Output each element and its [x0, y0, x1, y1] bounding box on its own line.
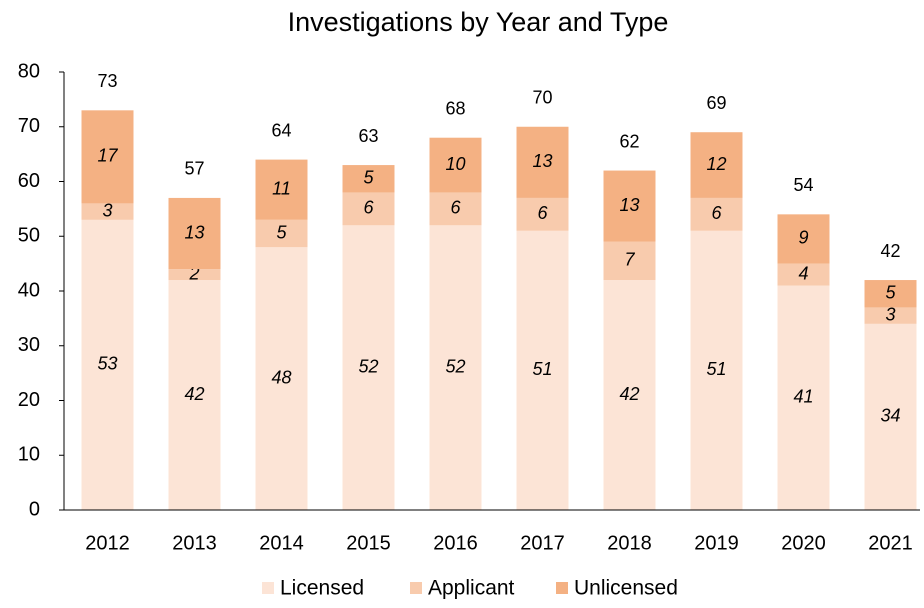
- data-label: 3: [102, 200, 112, 220]
- data-label: 6: [450, 198, 461, 218]
- bar-segment: [516, 230, 569, 510]
- bar-segment: [168, 197, 221, 270]
- data-label: 6: [363, 198, 374, 218]
- bar-segment: [516, 126, 569, 198]
- bar-segment: [81, 110, 134, 204]
- total-label: 42: [880, 241, 900, 261]
- data-label: 13: [184, 222, 204, 242]
- bar-segment: [777, 263, 830, 286]
- bar-segment: [81, 203, 134, 220]
- data-label: 3: [885, 304, 895, 324]
- data-label: 52: [445, 356, 465, 376]
- chart-title: Investigations by Year and Type: [288, 7, 669, 37]
- y-tick-label: 40: [18, 279, 40, 301]
- legend-label: Unlicensed: [574, 577, 678, 600]
- bar-segment: [690, 132, 743, 198]
- total-label: 73: [97, 71, 117, 91]
- data-label: 51: [532, 359, 552, 379]
- data-label: 6: [711, 203, 722, 223]
- y-tick-label: 60: [18, 170, 40, 192]
- x-tick-label: 2015: [346, 532, 391, 554]
- data-label: 13: [532, 151, 552, 171]
- data-label: 11: [272, 178, 291, 198]
- bar-segment: [429, 225, 482, 511]
- bar-segment: [777, 285, 830, 510]
- data-label: 13: [619, 195, 639, 215]
- data-label: 42: [619, 384, 639, 404]
- bar-segment: [690, 230, 743, 510]
- legend-label: Applicant: [428, 577, 515, 600]
- bar-segment: [255, 159, 308, 220]
- data-label: 10: [445, 154, 465, 174]
- bar-segment: [864, 323, 917, 510]
- data-label: 4: [798, 263, 808, 283]
- data-label: 51: [706, 359, 726, 379]
- total-label: 62: [619, 131, 639, 151]
- data-label: 6: [537, 203, 548, 223]
- total-label: 64: [271, 120, 291, 140]
- x-tick-label: 2020: [781, 532, 826, 554]
- bar-segment: [603, 280, 656, 510]
- bar-segment: [168, 280, 221, 510]
- total-label: 69: [706, 93, 726, 113]
- total-label: 70: [532, 88, 552, 108]
- y-tick-label: 70: [18, 115, 40, 137]
- y-tick-label: 10: [18, 444, 40, 466]
- data-label: 5: [363, 168, 374, 188]
- x-tick-label: 2012: [85, 532, 130, 554]
- total-label: 54: [793, 175, 813, 195]
- data-label: 34: [880, 406, 900, 426]
- bar-segment: [168, 269, 221, 281]
- bar-segment: [777, 214, 830, 264]
- bar-segment: [342, 165, 395, 193]
- data-label: 42: [184, 384, 204, 404]
- bar-segment: [342, 225, 395, 511]
- x-tick-label: 2016: [433, 532, 478, 554]
- bar-segment: [690, 197, 743, 231]
- data-label: 17: [97, 146, 118, 166]
- data-label: 2: [188, 263, 199, 283]
- data-label: 41: [793, 387, 813, 407]
- data-label: 48: [271, 367, 291, 387]
- bar-segment: [516, 197, 569, 231]
- data-label: 52: [358, 356, 378, 376]
- data-label: 9: [798, 228, 808, 248]
- total-label: 63: [358, 126, 378, 146]
- x-tick-label: 2018: [607, 532, 652, 554]
- bar-segment: [429, 137, 482, 193]
- data-label: 5: [885, 282, 896, 302]
- data-label: 53: [97, 354, 117, 374]
- legend-swatch: [556, 582, 568, 594]
- bar-segment: [342, 192, 395, 226]
- x-tick-label: 2017: [520, 532, 565, 554]
- legend-label: Licensed: [280, 577, 364, 600]
- data-label: 7: [624, 250, 635, 270]
- data-label: 5: [276, 222, 287, 242]
- total-label: 57: [184, 159, 204, 179]
- bar-segment: [429, 192, 482, 226]
- data-label: 12: [706, 154, 726, 174]
- bar-segment: [864, 307, 917, 324]
- x-tick-label: 2021: [868, 532, 913, 554]
- y-tick-label: 20: [18, 389, 40, 411]
- y-tick-label: 80: [18, 60, 40, 82]
- bar-segment: [255, 219, 308, 248]
- x-tick-label: 2014: [259, 532, 304, 554]
- x-tick-label: 2013: [172, 532, 217, 554]
- y-tick-label: 0: [29, 498, 40, 520]
- bar-segment: [864, 280, 917, 308]
- legend-swatch: [262, 582, 274, 594]
- y-tick-label: 50: [18, 225, 40, 247]
- bar-segment: [81, 219, 134, 510]
- bar-segment: [603, 241, 656, 281]
- legend-swatch: [410, 582, 422, 594]
- bar-segment: [255, 247, 308, 510]
- total-label: 68: [445, 98, 465, 118]
- bar-segment: [603, 170, 656, 242]
- y-tick-label: 30: [18, 334, 40, 356]
- x-tick-label: 2019: [694, 532, 739, 554]
